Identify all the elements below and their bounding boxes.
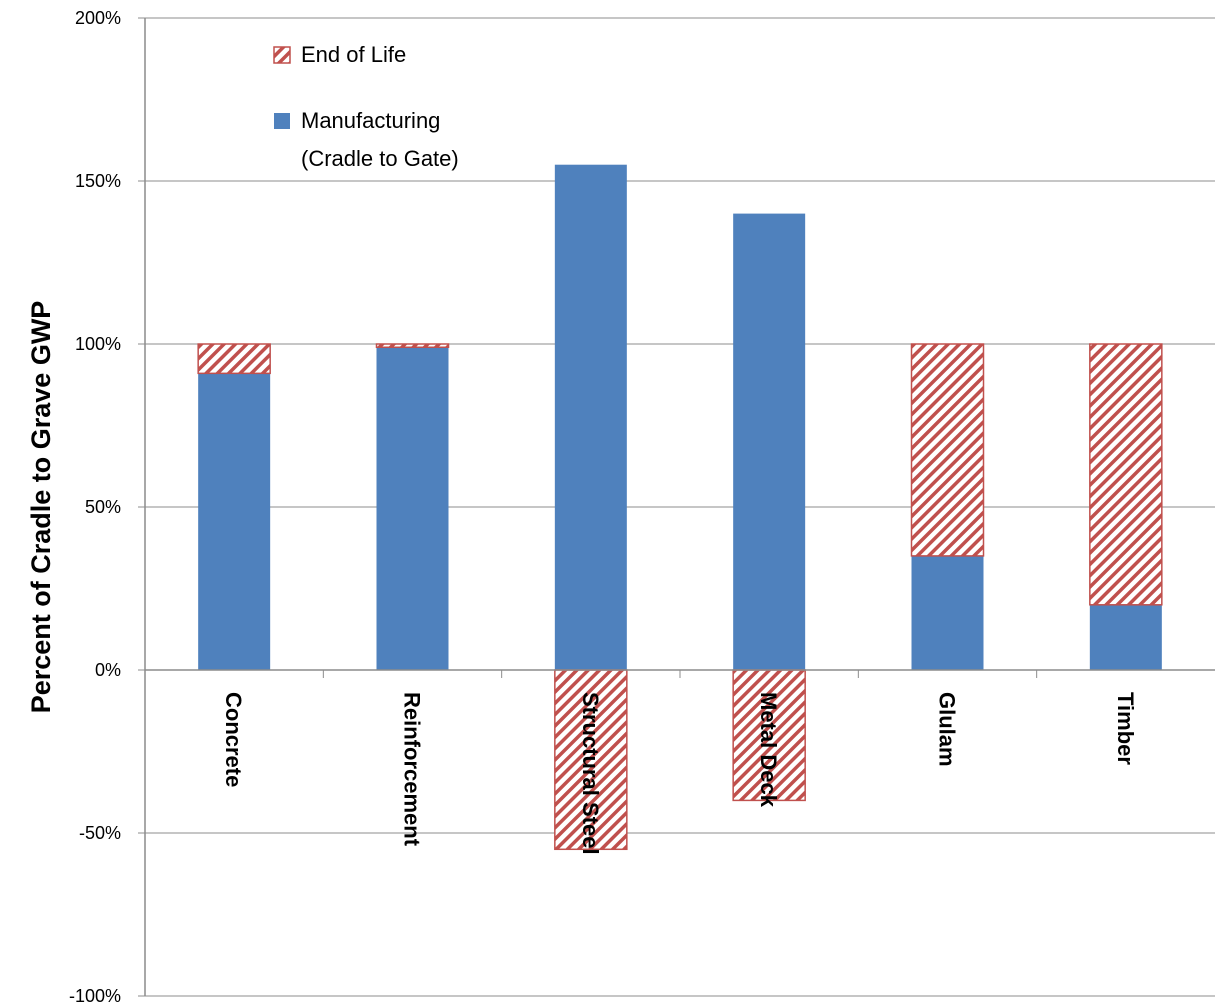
y-tick-label: 0% <box>95 660 121 680</box>
legend-label: End of Life <box>301 42 406 67</box>
category-label: Metal Deck <box>756 692 781 808</box>
bar-0 <box>1090 605 1162 670</box>
y-axis-title: Percent of Cradle to Grave GWP <box>26 301 56 714</box>
category-label: Concrete <box>221 692 246 787</box>
bar-1 <box>377 344 449 347</box>
category-label: Timber <box>1113 692 1138 765</box>
y-tick-label: 100% <box>75 334 121 354</box>
bar-0 <box>733 214 805 670</box>
legend-label: Manufacturing <box>301 108 440 133</box>
bar-0 <box>198 373 270 670</box>
category-label: Reinforcement <box>400 692 425 847</box>
y-tick-label: -100% <box>69 986 121 1006</box>
y-tick-label: 200% <box>75 8 121 28</box>
bar-0 <box>377 347 449 670</box>
y-tick-label: -50% <box>79 823 121 843</box>
gridlines <box>145 18 1215 833</box>
legend: End of Life Manufacturing (Cradle to Gate) <box>274 42 459 171</box>
legend-label-line2: (Cradle to Gate) <box>301 146 459 171</box>
legend-swatch-1 <box>274 47 290 63</box>
y-tick-label: 50% <box>85 497 121 517</box>
bar-1 <box>198 344 270 373</box>
bar-1 <box>1090 344 1162 605</box>
category-label: Structural Steel <box>578 692 603 855</box>
bar-0 <box>912 556 984 670</box>
legend-swatch-0 <box>274 113 290 129</box>
category-label: Glulam <box>935 692 960 767</box>
y-tick-label: 150% <box>75 171 121 191</box>
bar-1 <box>912 344 984 556</box>
bar-0 <box>555 165 627 670</box>
